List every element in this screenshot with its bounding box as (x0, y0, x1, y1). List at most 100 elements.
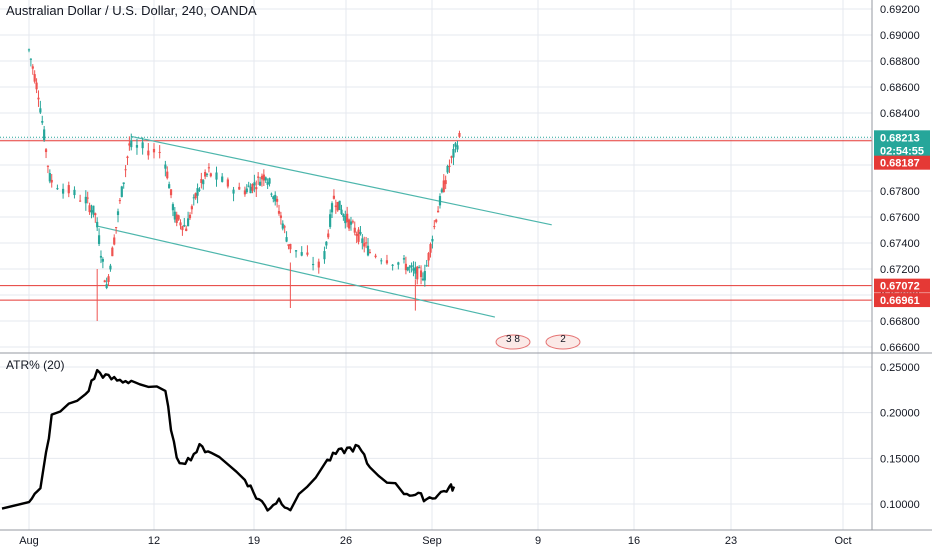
candle (205, 172, 209, 178)
candle (300, 246, 303, 257)
candle (79, 194, 82, 202)
candle-body (43, 129, 46, 141)
candle-body (419, 270, 423, 278)
candle-body (243, 190, 247, 195)
candle-body (255, 187, 258, 190)
candle-body (215, 172, 218, 180)
candle (366, 238, 370, 257)
candle-body (344, 216, 347, 224)
candle-body (147, 150, 150, 156)
candle-body (414, 267, 417, 274)
candle (99, 250, 103, 264)
candle (281, 220, 284, 231)
price-badge-label: 0.66961 (880, 295, 920, 307)
candle (243, 186, 247, 197)
candle (283, 224, 286, 234)
candle (408, 265, 411, 273)
candle (391, 263, 394, 271)
price-tick-label: 0.68400 (880, 108, 920, 120)
candle-body (111, 247, 114, 257)
candle (277, 204, 281, 216)
price-tick-label: 0.68800 (880, 56, 920, 68)
candle-body (94, 213, 97, 216)
candle (344, 210, 347, 229)
price-badge-bg (874, 130, 930, 145)
candle (196, 183, 199, 204)
candle-body (126, 156, 129, 159)
candle-body (188, 214, 192, 219)
candle (31, 64, 34, 75)
candle (325, 241, 328, 249)
candle (306, 245, 309, 257)
price-tick-label: 0.67400 (880, 238, 920, 250)
earnings-marker-label: 3 8 (506, 334, 520, 345)
candle-body (300, 252, 303, 256)
candle-body (440, 189, 443, 193)
candle-body (251, 184, 254, 191)
candle-body (128, 143, 131, 146)
candle (238, 182, 241, 190)
candle (414, 261, 417, 280)
candle-body (433, 226, 436, 228)
candle-body (349, 221, 353, 225)
candle-body (323, 251, 326, 260)
candle (342, 213, 345, 221)
candle (436, 206, 440, 213)
candle-body (245, 188, 248, 193)
candle-body (181, 226, 184, 231)
price-badge-bg (874, 293, 930, 308)
candle (105, 277, 108, 290)
candle (448, 159, 451, 173)
candle-body (374, 255, 377, 258)
candle (126, 155, 129, 166)
time-tick-label: 19 (248, 535, 260, 547)
candle-body (262, 174, 265, 181)
candle (294, 250, 298, 258)
candle (152, 143, 156, 159)
candle-body (283, 226, 286, 228)
candle-body (179, 222, 182, 226)
candle-body (287, 244, 290, 246)
earnings-marker[interactable]: 3 8 (495, 334, 531, 350)
candle (88, 202, 91, 215)
candle (113, 234, 116, 246)
candle-body (56, 188, 59, 190)
candle (86, 191, 89, 204)
candle (266, 178, 269, 189)
candle-body (410, 265, 413, 268)
candle-body (37, 97, 40, 100)
candle (247, 181, 250, 188)
price-badge-label: 0.68187 (880, 158, 920, 170)
candle-body (294, 250, 298, 252)
candle (37, 90, 40, 107)
dividends-marker[interactable]: 2 (545, 334, 581, 350)
candle (347, 218, 351, 232)
candle-body (192, 197, 195, 199)
candle-body (431, 238, 434, 242)
indicator-title: ATR% (20) (6, 358, 65, 372)
candle (444, 175, 447, 190)
candle (279, 211, 282, 225)
candle (221, 173, 224, 183)
candle (35, 78, 38, 94)
time-tick-label: Sep (422, 535, 442, 547)
candle-body (86, 197, 89, 199)
candle (130, 133, 133, 151)
time-tick-label: 26 (340, 535, 352, 547)
candle (427, 251, 430, 267)
candle (109, 263, 112, 272)
candle (90, 204, 93, 219)
candle-body (113, 237, 116, 245)
candle-body (202, 180, 205, 185)
candle-body (204, 171, 207, 177)
candle-body (48, 173, 51, 182)
candle-body (311, 263, 315, 266)
event-markers[interactable]: 3 8 2 (495, 334, 581, 350)
candle (202, 179, 205, 190)
candle-body (107, 276, 110, 282)
price-badge-bg (874, 278, 930, 293)
candle (289, 243, 292, 254)
candle-body (368, 252, 372, 254)
